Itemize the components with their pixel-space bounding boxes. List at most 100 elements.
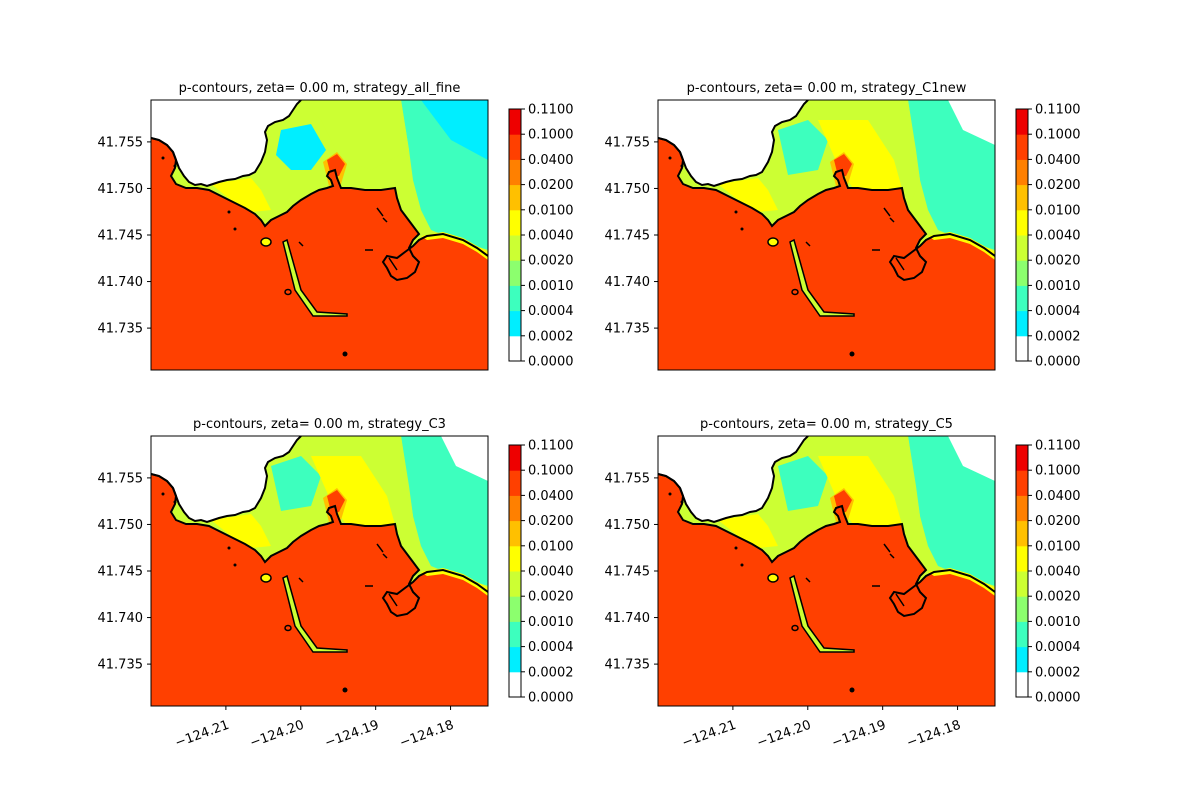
colorbar-tick-label: 0.0000 <box>528 355 574 370</box>
contour-white-right <box>441 436 488 481</box>
x-tick-label: −124.19 <box>830 718 888 751</box>
colorbar-tick-label: 0.0000 <box>528 691 574 706</box>
colorbar-tick-label: 0.0020 <box>1035 590 1081 605</box>
subplot-title: p-contours, zeta= 0.00 m, strategy_C3 <box>193 417 446 432</box>
colorbar-band <box>509 495 521 522</box>
colorbar-band <box>509 134 521 160</box>
plot-area <box>658 436 995 706</box>
colorbar-tick-label: 0.0100 <box>528 203 574 218</box>
colorbar-band <box>1016 310 1028 337</box>
colorbar-band <box>509 596 521 622</box>
colorbar-band <box>1016 285 1028 312</box>
dot-islet <box>849 687 855 693</box>
subplot-title: p-contours, zeta= 0.00 m, strategy_C1new <box>687 81 967 96</box>
colorbar-band <box>509 184 521 211</box>
island-2 <box>284 288 292 296</box>
colorbar-tick-label: 0.0100 <box>528 539 574 554</box>
subplot-3: p-contours, zeta= 0.00 m, strategy_C3 41.… <box>98 417 574 751</box>
mark-3 <box>365 249 398 271</box>
dot-islet <box>342 351 348 357</box>
colorbar: 0.0000 0.0002 0.0004 0.0010 0.0020 0.0040 0.01… <box>1015 103 1081 370</box>
island-2 <box>791 288 799 296</box>
colorbar-band <box>509 545 521 572</box>
y-tick-label: 41.745 <box>605 229 651 244</box>
plot-area <box>151 436 488 706</box>
x-tick-label: −124.21 <box>173 718 231 751</box>
island-1 <box>767 573 779 583</box>
dot-3 <box>734 210 738 214</box>
coastline-main <box>658 137 995 282</box>
contour-ocean-red <box>658 138 995 370</box>
jetty-south <box>282 238 348 317</box>
contour-yellow-shore <box>718 178 778 212</box>
coastline-top <box>151 100 302 188</box>
dot-4 <box>740 227 744 231</box>
plot-area <box>658 100 995 370</box>
x-tick-label: −124.18 <box>905 718 963 751</box>
colorbar-band <box>1016 545 1028 572</box>
colorbar-band <box>1016 335 1028 362</box>
dot-1 <box>161 492 165 496</box>
mark-3 <box>365 585 398 607</box>
land-area <box>151 100 301 186</box>
colorbar-band <box>1016 520 1028 547</box>
subplot-1: p-contours, zeta= 0.00 m, strategy_all_f… <box>98 81 574 371</box>
contour-teal-left <box>271 456 321 511</box>
colorbar-tick-label: 0.0010 <box>1035 615 1081 630</box>
colorbar-tick-label: 0.0010 <box>1035 279 1081 294</box>
x-tick-label: −124.19 <box>323 718 381 751</box>
colorbar-band <box>509 260 521 286</box>
colorbar-tick-label: 0.0400 <box>1035 153 1081 168</box>
colorbar-band <box>1016 470 1028 496</box>
colorbar-tick-label: 0.0002 <box>528 329 574 344</box>
water-contours <box>718 436 995 586</box>
land-area <box>151 436 301 522</box>
colorbar-tick-label: 0.1100 <box>528 439 574 454</box>
contour-yellow-shore <box>211 514 271 548</box>
jetty-south <box>789 238 855 317</box>
mark-1 <box>805 241 811 247</box>
dot-1 <box>668 156 672 160</box>
colorbar-tick-label: 0.0004 <box>1035 304 1081 319</box>
colorbar-tick-label: 0.1000 <box>1035 464 1081 479</box>
colorbar-band <box>1016 209 1028 236</box>
y-tick-label: 41.740 <box>98 611 144 626</box>
colorbar-band <box>1016 134 1028 160</box>
colorbar-band <box>1016 621 1028 648</box>
y-tick-label: 41.755 <box>605 135 651 150</box>
dot-3 <box>227 546 231 550</box>
colorbar-band <box>509 571 521 597</box>
y-tick-label: 41.735 <box>98 658 144 673</box>
colorbar-tick-label: 0.1000 <box>528 128 574 143</box>
subplot-4: p-contours, zeta= 0.00 m, strategy_C5 41.… <box>605 417 1081 751</box>
colorbar-tick-label: 0.0100 <box>1035 203 1081 218</box>
contour-lime <box>301 100 409 170</box>
y-tick-label: 41.750 <box>605 182 651 197</box>
plot-area <box>151 100 488 370</box>
dot-4 <box>233 563 237 567</box>
colorbar-tick-label: 0.0004 <box>528 640 574 655</box>
colorbar-tick-label: 0.1000 <box>1035 128 1081 143</box>
colorbar-band <box>1016 260 1028 286</box>
colorbar-tick-label: 0.0004 <box>528 304 574 319</box>
mark-3 <box>872 585 905 607</box>
y-tick-label: 41.755 <box>98 471 144 486</box>
colorbar-band <box>509 209 521 236</box>
contour-white-right <box>948 100 995 145</box>
contour-cyan-right <box>421 100 488 160</box>
contour-teal-left <box>778 120 828 175</box>
colorbar: 0.0000 0.0002 0.0004 0.0010 0.0020 0.0040 0.01… <box>508 103 574 370</box>
y-tick-label: 41.745 <box>605 565 651 580</box>
colorbar-tick-label: 0.0010 <box>528 279 574 294</box>
x-tick-label: −124.18 <box>398 718 456 751</box>
contour-cyan-left <box>276 124 326 170</box>
colorbar-tick-label: 0.0000 <box>1035 691 1081 706</box>
contour-ocean-red <box>151 138 488 370</box>
colorbar-band <box>1016 445 1028 471</box>
colorbar-band <box>509 470 521 496</box>
mark-2 <box>376 207 388 223</box>
mark-1 <box>805 577 811 583</box>
colorbar-tick-label: 0.0040 <box>1035 565 1081 580</box>
y-tick-label: 41.750 <box>605 518 651 533</box>
